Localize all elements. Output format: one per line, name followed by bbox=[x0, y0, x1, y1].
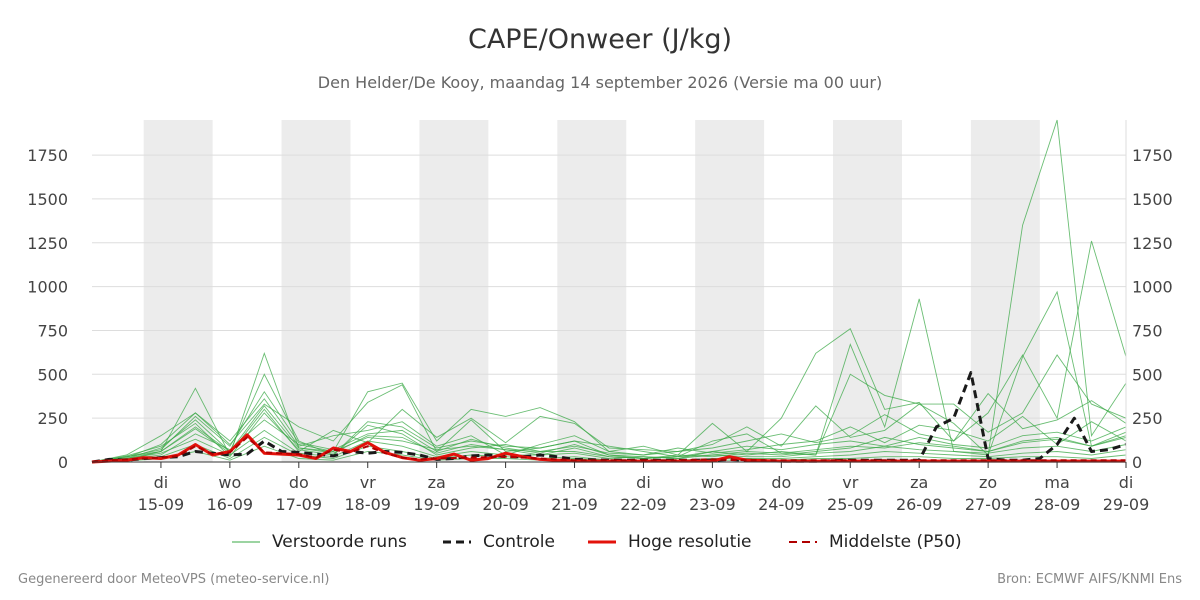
legend-label-control: Controle bbox=[483, 532, 555, 552]
night-band-0 bbox=[143, 120, 213, 462]
chart-title: CAPE/Onweer (J/kg) bbox=[467, 24, 732, 55]
legend-swatch-perturbed bbox=[232, 541, 260, 543]
perturbed-runs bbox=[91, 119, 1127, 463]
x-tick-day-1: wo bbox=[218, 473, 241, 492]
x-tick-day-6: ma bbox=[562, 473, 587, 492]
y-tick-label-right-4: 1000 bbox=[1132, 278, 1173, 297]
perturbed-run-4 bbox=[91, 392, 1127, 463]
footer-source: Bron: ECMWF AIFS/KNMI Ens bbox=[997, 572, 1182, 587]
x-tick-day-10: vr bbox=[842, 473, 858, 492]
x-tick-date-7: 22-09 bbox=[620, 495, 667, 514]
night-band-4 bbox=[695, 120, 765, 462]
x-tick-day-4: za bbox=[428, 473, 446, 492]
y-tick-label-left-0: 0 bbox=[58, 453, 68, 472]
y-tick-label-left-3: 750 bbox=[37, 321, 68, 340]
y-tick-label-left-1: 250 bbox=[37, 409, 68, 428]
legend-item-control: Controle bbox=[443, 530, 555, 554]
x-tick-day-14: di bbox=[1119, 473, 1134, 492]
legend-swatch-hires bbox=[588, 540, 616, 544]
x-tick-date-2: 17-09 bbox=[276, 495, 323, 514]
x-tick-day-7: di bbox=[636, 473, 651, 492]
legend-item-p50: Middelste (P50) bbox=[789, 530, 962, 554]
x-tick-day-8: wo bbox=[701, 473, 724, 492]
legend-label-p50: Middelste (P50) bbox=[829, 532, 962, 552]
x-tick-date-5: 20-09 bbox=[482, 495, 529, 514]
x-tick-day-2: do bbox=[289, 473, 309, 492]
legend-swatch-control bbox=[443, 540, 471, 544]
perturbed-run-7 bbox=[91, 429, 1127, 463]
legend-item-hires: Hoge resolutie bbox=[588, 530, 752, 554]
x-tick-date-13: 28-09 bbox=[1034, 495, 1081, 514]
y-tick-label-right-7: 1750 bbox=[1132, 146, 1173, 165]
x-tick-date-11: 26-09 bbox=[896, 495, 943, 514]
perturbed-run-3 bbox=[91, 354, 1127, 463]
y-tick-label-left-5: 1250 bbox=[27, 234, 68, 253]
y-tick-label-right-6: 1500 bbox=[1132, 190, 1173, 209]
footer-generated-by: Gegenereerd door MeteoVPS (meteo-service… bbox=[18, 572, 330, 587]
perturbed-run-2 bbox=[91, 290, 1127, 463]
perturbed-run-5 bbox=[91, 415, 1127, 463]
perturbed-run-9 bbox=[91, 390, 1127, 463]
night-band-2 bbox=[419, 120, 489, 462]
series-p50 bbox=[91, 436, 1126, 463]
y-tick-label-right-1: 250 bbox=[1132, 409, 1163, 428]
x-tick-date-1: 16-09 bbox=[207, 495, 254, 514]
x-tick-day-5: zo bbox=[497, 473, 515, 492]
chart-subtitle: Den Helder/De Kooy, maandag 14 september… bbox=[317, 73, 883, 92]
y-tick-label-left-2: 500 bbox=[37, 365, 68, 384]
x-tick-day-13: ma bbox=[1044, 473, 1069, 492]
y-tick-label-left-6: 1500 bbox=[27, 190, 68, 209]
x-tick-date-9: 24-09 bbox=[758, 495, 805, 514]
x-tick-date-3: 18-09 bbox=[344, 495, 391, 514]
perturbed-run-11 bbox=[91, 405, 1127, 463]
night-band-3 bbox=[557, 120, 627, 462]
x-tick-date-0: 15-09 bbox=[138, 495, 185, 514]
legend-label-hires: Hoge resolutie bbox=[628, 532, 752, 552]
x-tick-date-8: 23-09 bbox=[689, 495, 736, 514]
legend: Verstoorde runs Controle Hoge resolutie … bbox=[0, 530, 1200, 554]
y-tick-label-right-2: 500 bbox=[1132, 365, 1163, 384]
x-tick-date-12: 27-09 bbox=[965, 495, 1012, 514]
legend-item-perturbed: Verstoorde runs bbox=[232, 530, 407, 554]
night-band-5 bbox=[833, 120, 902, 462]
y-tick-label-right-0: 0 bbox=[1132, 453, 1142, 472]
axes: 0 0 250 250 500 500 750 750 1000 1000 1250 1250 1500… bbox=[27, 120, 1173, 514]
x-tick-date-10: 25-09 bbox=[827, 495, 874, 514]
x-tick-day-0: di bbox=[154, 473, 169, 492]
x-tick-day-9: do bbox=[771, 473, 791, 492]
y-tick-label-left-4: 1000 bbox=[27, 278, 68, 297]
x-tick-date-6: 21-09 bbox=[551, 495, 598, 514]
highlight-series bbox=[91, 371, 1127, 464]
x-tick-day-12: zo bbox=[979, 473, 997, 492]
legend-swatch-p50 bbox=[789, 541, 817, 543]
y-tick-label-right-5: 1250 bbox=[1132, 234, 1173, 253]
y-tick-label-right-3: 750 bbox=[1132, 321, 1163, 340]
night-band-1 bbox=[281, 120, 351, 462]
x-tick-day-3: vr bbox=[360, 473, 376, 492]
series-control bbox=[91, 371, 1127, 464]
legend-label-perturbed: Verstoorde runs bbox=[272, 532, 407, 552]
x-tick-date-4: 19-09 bbox=[413, 495, 460, 514]
x-tick-day-11: za bbox=[910, 473, 928, 492]
x-tick-date-14: 29-09 bbox=[1103, 495, 1150, 514]
y-tick-label-left-7: 1750 bbox=[27, 146, 68, 165]
night-bands bbox=[143, 120, 1040, 462]
